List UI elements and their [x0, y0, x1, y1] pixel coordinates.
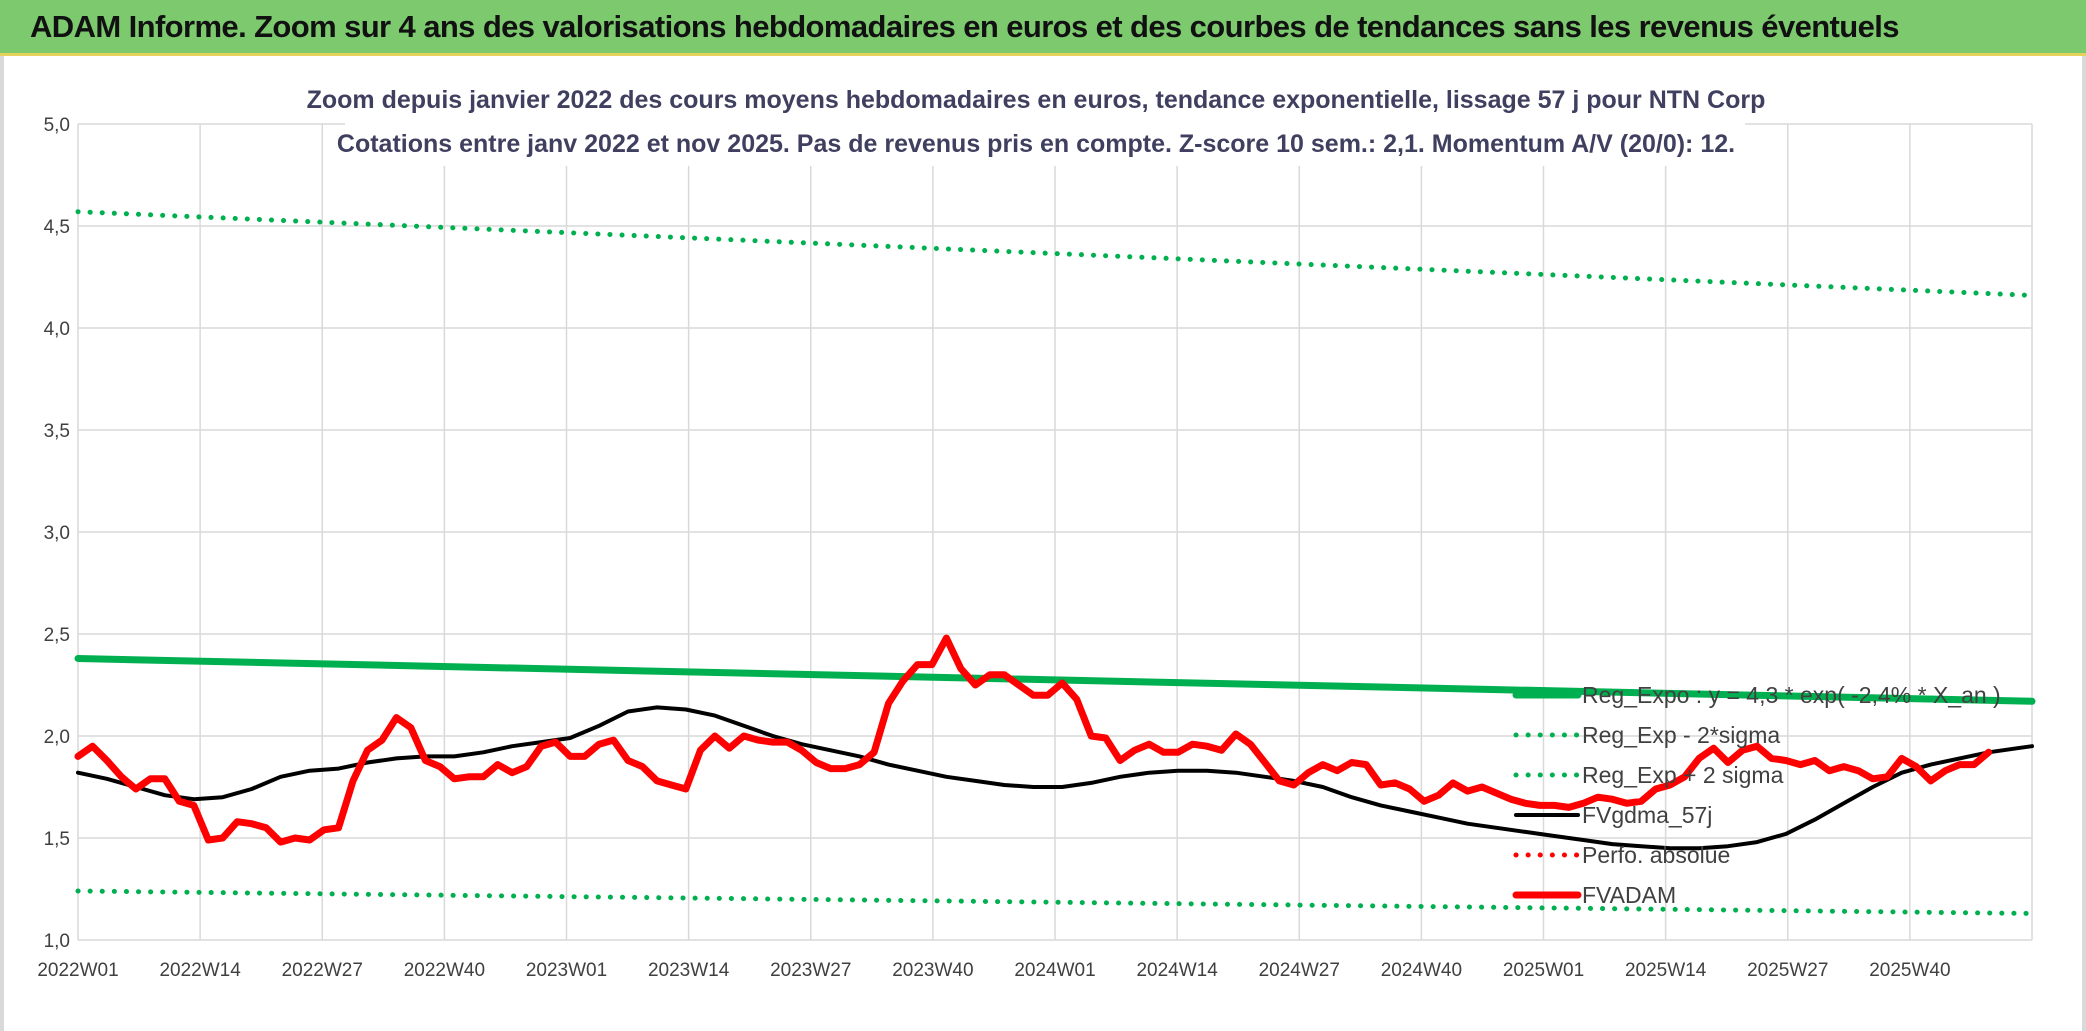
x-tick-label: 2022W14: [159, 960, 241, 981]
chart-series: [74, 209, 2036, 916]
series-line-reg-exp-2-sigma: [75, 209, 2035, 298]
series-line-fvgdma-57j: [76, 705, 2034, 851]
y-tick-label: 1,5: [44, 829, 70, 850]
y-tick-label: 2,5: [44, 625, 70, 646]
chart-grid: [77, 123, 2033, 941]
legend-label: Reg_Exp - 2*sigma: [1582, 722, 1780, 748]
y-tick-label: 5,0: [44, 115, 70, 136]
x-tick-label: 2024W40: [1381, 960, 1462, 981]
x-tick-label: 2024W27: [1259, 960, 1340, 981]
x-tick-label: 2022W27: [282, 960, 363, 981]
series-line-reg-exp-2-sigma: [75, 888, 2035, 916]
y-tick-label: 1,0: [44, 931, 70, 952]
legend-label: Reg_Expo : y = 4,3 * exp( -2,4% * X_an ): [1582, 682, 2001, 708]
chart-title-block: Zoom depuis janvier 2022 des cours moyen…: [307, 78, 1766, 166]
title-backdrop: [345, 78, 1745, 166]
y-tick-label: 4,5: [44, 217, 70, 238]
x-tick-label: 2024W01: [1014, 960, 1095, 981]
x-tick-label: 2024W14: [1136, 960, 1218, 981]
y-tick-label: 2,0: [44, 727, 70, 748]
chart-legend: Reg_Expo : y = 4,3 * exp( -2,4% * X_an )…: [1512, 682, 2001, 908]
report-title: ADAM Informe. Zoom sur 4 ans des valoris…: [30, 9, 1900, 44]
x-tick-label: 2023W14: [648, 960, 730, 981]
legend-label: Perfo. absolue: [1582, 842, 1730, 868]
series-line-fvadam: [74, 634, 1993, 846]
legend-label: FVgdma_57j: [1582, 802, 1712, 828]
report-banner: ADAM Informe. Zoom sur 4 ans des valoris…: [0, 0, 2086, 56]
legend-label: FVADAM: [1582, 882, 1676, 908]
x-tick-label: 2025W27: [1747, 960, 1828, 981]
x-tick-label: 2023W27: [770, 960, 851, 981]
x-axis-ticks: 2022W01 2022W14 2022W27 2022W40 2023W01 2023W…: [37, 960, 1950, 981]
y-tick-label: 3,5: [44, 421, 70, 442]
x-tick-label: 2023W40: [892, 960, 973, 981]
y-tick-label: 3,0: [44, 523, 70, 544]
x-tick-label: 2022W40: [404, 960, 485, 981]
x-tick-label: 2025W01: [1503, 960, 1584, 981]
x-tick-label: 2022W01: [37, 960, 118, 981]
chart-title: Zoom depuis janvier 2022 des cours moyen…: [307, 86, 1766, 114]
x-tick-label: 2023W01: [526, 960, 607, 981]
legend-label: Reg_Exp + 2 sigma: [1582, 762, 1784, 788]
chart-frame: [0, 56, 2086, 1031]
series-line-reg-expo-y-4-3-exp-2-4-x-an: [74, 655, 2036, 705]
y-axis-ticks: 1,0 1,5 2,0 2,5 3,0 3,5 4,0 4,5 5,0: [44, 115, 70, 952]
y-tick-label: 4,0: [44, 319, 70, 340]
chart-subtitle: Cotations entre janv 2022 et nov 2025. P…: [337, 130, 1735, 158]
x-tick-label: 2025W14: [1625, 960, 1707, 981]
x-tick-label: 2025W40: [1869, 960, 1950, 981]
